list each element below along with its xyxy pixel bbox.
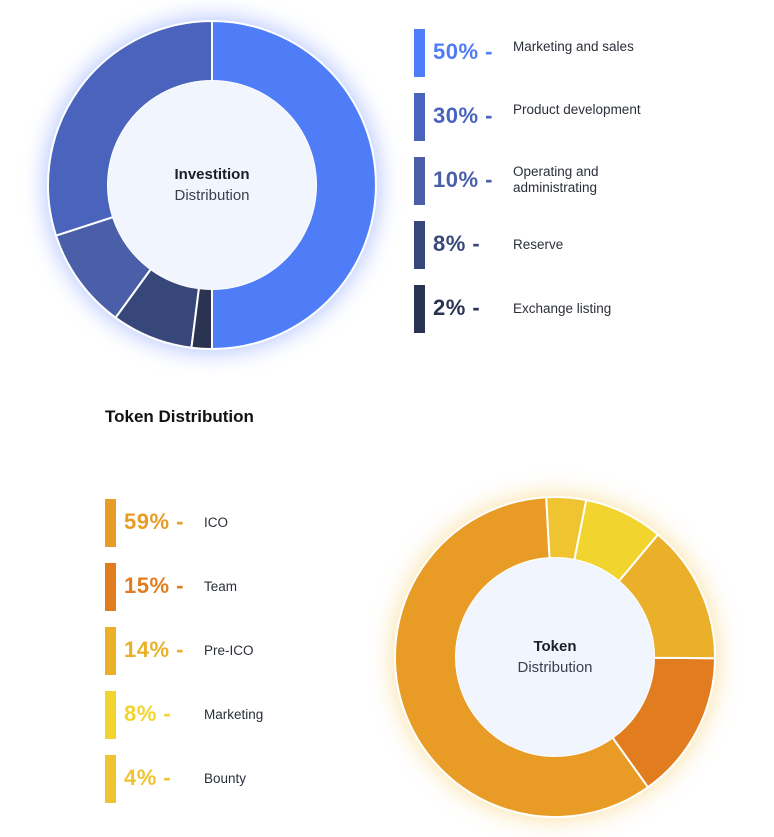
donut-center bbox=[456, 558, 654, 756]
legend-item-product-development: 30% - Product development bbox=[414, 93, 754, 141]
legend-percent: 8% - bbox=[124, 701, 172, 726]
legend-item-exchange-listing: 2% - Exchange listing bbox=[414, 285, 754, 333]
legend-color-bar bbox=[414, 29, 425, 77]
investition-donut-chart: Investition Distribution bbox=[46, 19, 378, 351]
legend-item-operating-and-administrating: 10% - Operating and administrating bbox=[414, 157, 754, 205]
legend-percent: 2% - bbox=[433, 295, 481, 320]
legend-percent: 14% - bbox=[124, 637, 184, 662]
legend-color-bar bbox=[414, 285, 425, 333]
center-label-bold: Token bbox=[533, 638, 576, 655]
center-label: Distribution bbox=[517, 659, 592, 676]
donut-center bbox=[108, 81, 316, 289]
legend-label: Team bbox=[204, 579, 238, 594]
legend-label: Exchange listing bbox=[513, 301, 612, 316]
legend-label: Operating and administrating bbox=[513, 164, 599, 195]
token-donut-chart: Token Distribution bbox=[393, 495, 717, 819]
legend-item-pre-ico: 14% - Pre-ICO bbox=[105, 627, 445, 675]
legend-percent: 59% - bbox=[124, 509, 184, 534]
legend-item-marketing-and-sales: 50% - Marketing and sales bbox=[414, 29, 754, 77]
legend-color-bar bbox=[414, 93, 425, 141]
legend-item-ico: 59% - ICO bbox=[105, 499, 445, 547]
legend-percent: 10% - bbox=[433, 167, 493, 192]
legend-label: Bounty bbox=[204, 771, 247, 786]
legend-label: Marketing bbox=[204, 707, 264, 722]
center-label: Distribution bbox=[174, 187, 249, 204]
legend-label: Pre-ICO bbox=[204, 643, 254, 658]
legend-percent: 50% - bbox=[433, 39, 493, 64]
legend-color-bar bbox=[414, 221, 425, 269]
legend-label: Product development bbox=[513, 102, 641, 117]
legend-color-bar bbox=[105, 627, 116, 675]
legend-color-bar bbox=[105, 691, 116, 739]
legend-item-marketing: 8% - Marketing bbox=[105, 691, 445, 739]
legend-item-bounty: 4% - Bounty bbox=[105, 755, 445, 803]
legend-percent: 8% - bbox=[433, 231, 481, 256]
legend-percent: 30% - bbox=[433, 103, 493, 128]
legend-color-bar bbox=[105, 499, 116, 547]
legend-percent: 15% - bbox=[124, 573, 184, 598]
legend-color-bar bbox=[105, 563, 116, 611]
legend-label: Reserve bbox=[513, 237, 564, 252]
legend-label: ICO bbox=[204, 515, 229, 530]
legend-percent: 4% - bbox=[124, 765, 172, 790]
legend-color-bar bbox=[414, 157, 425, 205]
legend-item-team: 15% - Team bbox=[105, 563, 445, 611]
center-label-bold: Investition bbox=[174, 166, 249, 183]
legend-label: Marketing and sales bbox=[513, 39, 634, 54]
legend-item-reserve: 8% - Reserve bbox=[414, 221, 754, 269]
legend-color-bar bbox=[105, 755, 116, 803]
token-distribution-heading: Token Distribution bbox=[105, 407, 254, 426]
